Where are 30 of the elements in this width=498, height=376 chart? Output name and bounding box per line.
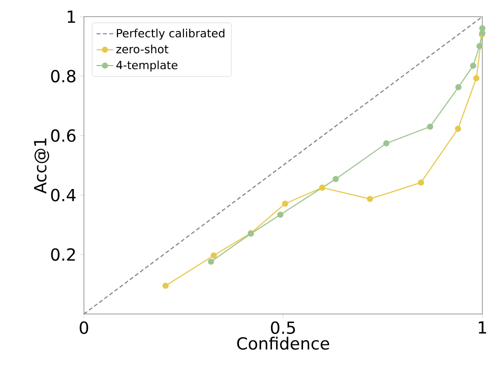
point xyxy=(476,43,483,50)
x-tick-label: 0.5 xyxy=(270,321,295,334)
y-tick-label: 0.2 xyxy=(51,248,75,261)
point xyxy=(162,282,169,289)
point xyxy=(332,176,339,182)
point xyxy=(427,124,434,130)
point xyxy=(277,212,284,218)
x-axis-title: Confidence xyxy=(237,336,330,350)
point xyxy=(383,140,390,147)
y-tick-label: 0.4 xyxy=(51,188,76,202)
legend-label: zero-shot xyxy=(116,44,168,54)
point xyxy=(470,62,476,69)
y-tick-label: 1 xyxy=(68,10,76,23)
x-tick-label: 0 xyxy=(80,321,88,334)
y-tick-label: 0.6 xyxy=(51,129,76,142)
point xyxy=(479,25,486,32)
point xyxy=(455,84,462,90)
point xyxy=(208,258,214,265)
legend-label: 4-template xyxy=(116,60,178,72)
point xyxy=(473,75,480,82)
point xyxy=(210,252,217,259)
x-tick-label: 1 xyxy=(478,321,486,334)
legend-label: Perfectly calibrated xyxy=(116,28,224,40)
point xyxy=(418,180,424,186)
point xyxy=(454,126,462,132)
point xyxy=(319,184,326,191)
point xyxy=(282,200,288,207)
point xyxy=(366,196,374,202)
y-axis-title: Acc@1 xyxy=(34,138,50,194)
y-tick-label: 0.8 xyxy=(51,70,76,83)
